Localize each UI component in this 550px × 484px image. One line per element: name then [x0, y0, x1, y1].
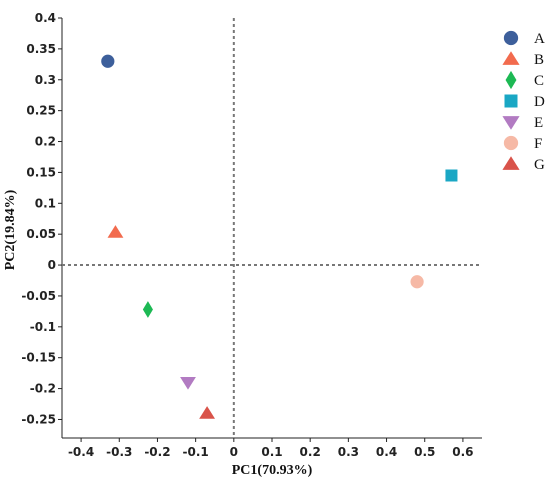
- y-tick-label: 0.15: [26, 165, 56, 179]
- legend-e-label: E: [534, 115, 543, 131]
- x-tick-label: -0.2: [144, 445, 170, 459]
- legend-g-label: G: [534, 157, 545, 173]
- y-tick-label: -0.1: [30, 320, 56, 334]
- y-tick-label: -0.05: [21, 289, 56, 303]
- y-tick-label: 0.35: [26, 42, 56, 56]
- y-tick-label: 0.2: [35, 135, 56, 149]
- x-tick-label: 0.5: [414, 445, 435, 459]
- point-f-marker: [410, 275, 424, 289]
- x-axis-title: PC1(70.93%): [232, 463, 313, 478]
- x-tick-label: 0.3: [338, 445, 359, 459]
- point-c-marker: [142, 301, 153, 318]
- legend-f-label: F: [534, 136, 542, 152]
- legend-d-marker: [504, 94, 518, 108]
- y-tick-label: 0.25: [26, 104, 56, 118]
- point-g-marker: [199, 406, 216, 419]
- y-tick-label: 0.1: [35, 196, 56, 210]
- y-tick-label: -0.2: [30, 382, 56, 396]
- x-tick-label: 0.2: [300, 445, 321, 459]
- point-e-marker: [180, 377, 196, 390]
- y-tick-label: 0.3: [35, 73, 56, 87]
- x-tick-label: 0.6: [452, 445, 473, 459]
- point-b-marker: [107, 225, 124, 238]
- legend-e-marker: [502, 116, 520, 130]
- x-tick-label: 0: [230, 445, 238, 459]
- legend-f-marker: [503, 135, 519, 151]
- x-tick-label: -0.3: [106, 445, 132, 459]
- x-tick-label: -0.4: [68, 445, 94, 459]
- legend-b-marker: [502, 51, 520, 65]
- x-tick-label: 0.4: [376, 445, 397, 459]
- y-tick-label: 0: [48, 258, 56, 272]
- point-d-marker: [445, 169, 458, 182]
- legend-b-label: B: [534, 52, 544, 68]
- legend-a-marker: [503, 30, 519, 46]
- legend-g-marker: [502, 156, 520, 170]
- y-tick-label: 0.05: [26, 227, 56, 241]
- legend-a-label: A: [534, 31, 545, 47]
- y-tick-label: 0.4: [35, 11, 56, 25]
- y-axis-title: PC2(19.84%): [3, 189, 18, 270]
- legend-c-label: C: [534, 73, 544, 89]
- x-tick-label: 0.1: [261, 445, 282, 459]
- point-a-marker: [101, 54, 115, 68]
- x-tick-label: -0.1: [183, 445, 209, 459]
- y-tick-label: -0.15: [21, 351, 56, 365]
- legend-d-label: D: [534, 94, 545, 110]
- y-tick-label: -0.25: [21, 412, 56, 426]
- legend-c-marker: [505, 70, 517, 90]
